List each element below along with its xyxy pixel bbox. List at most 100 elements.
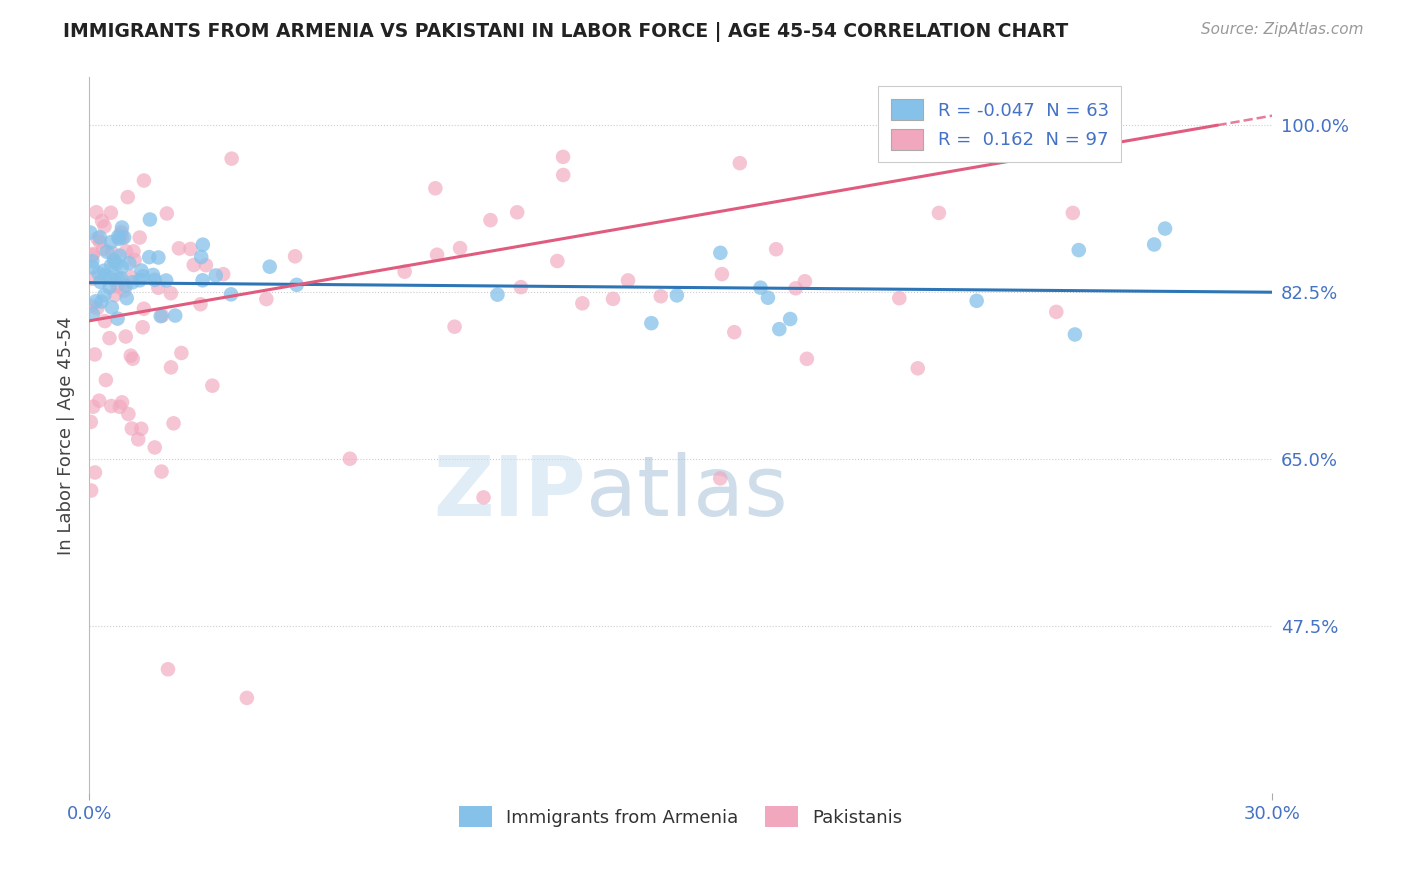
Point: [127, 433, 149, 447]
Point: [284, 249, 307, 263]
Point: [443, 319, 465, 334]
Point: [82, 260, 104, 275]
Point: [110, 225, 132, 239]
Point: [889, 291, 911, 305]
Point: [82, 307, 104, 321]
Text: Source: ZipAtlas.com: Source: ZipAtlas.com: [1201, 22, 1364, 37]
Point: [150, 309, 173, 323]
Point: [103, 254, 125, 268]
Point: [89, 230, 111, 244]
Point: [138, 250, 160, 264]
Point: [709, 245, 731, 260]
Point: [143, 273, 166, 287]
Point: [710, 267, 733, 281]
Point: [883, 138, 905, 153]
Point: [94, 314, 117, 328]
Point: [149, 309, 172, 323]
Point: [82, 247, 104, 261]
Point: [100, 235, 122, 249]
Point: [506, 205, 529, 219]
Point: [165, 309, 187, 323]
Point: [111, 231, 134, 245]
Point: [84, 466, 107, 480]
Point: [100, 301, 122, 315]
Point: [98, 331, 121, 345]
Point: [221, 152, 243, 166]
Point: [108, 249, 131, 263]
Point: [156, 662, 179, 676]
Point: [89, 275, 111, 289]
Text: IMMIGRANTS FROM ARMENIA VS PAKISTANI IN LABOR FORCE | AGE 45-54 CORRELATION CHAR: IMMIGRANTS FROM ARMENIA VS PAKISTANI IN …: [63, 22, 1069, 42]
Point: [117, 190, 139, 204]
Point: [749, 280, 772, 294]
Point: [156, 206, 179, 220]
Point: [756, 291, 779, 305]
Point: [121, 275, 143, 289]
Point: [1064, 327, 1087, 342]
Point: [86, 205, 108, 219]
Point: [118, 256, 141, 270]
Point: [93, 219, 115, 234]
Point: [183, 258, 205, 272]
Point: [204, 268, 226, 283]
Point: [160, 360, 183, 375]
Point: [124, 252, 146, 267]
Point: [765, 242, 787, 256]
Point: [728, 156, 751, 170]
Point: [139, 212, 162, 227]
Point: [86, 301, 108, 316]
Point: [82, 254, 104, 268]
Point: [150, 465, 173, 479]
Point: [96, 244, 118, 259]
Point: [148, 251, 170, 265]
Point: [84, 294, 107, 309]
Point: [79, 226, 101, 240]
Point: [132, 173, 155, 187]
Point: [162, 417, 184, 431]
Point: [94, 268, 117, 283]
Point: [100, 399, 122, 413]
Point: [90, 294, 112, 309]
Point: [104, 273, 127, 287]
Point: [120, 270, 142, 285]
Point: [148, 281, 170, 295]
Point: [236, 690, 259, 705]
Point: [80, 271, 103, 285]
Point: [100, 270, 122, 285]
Point: [907, 361, 929, 376]
Y-axis label: In Labor Force | Age 45-54: In Labor Force | Age 45-54: [58, 316, 75, 555]
Point: [117, 407, 139, 421]
Text: ZIP: ZIP: [433, 452, 586, 533]
Point: [191, 237, 214, 252]
Point: [1062, 206, 1084, 220]
Point: [640, 316, 662, 330]
Point: [98, 280, 121, 294]
Point: [128, 273, 150, 287]
Point: [112, 230, 135, 244]
Point: [100, 205, 122, 219]
Point: [768, 322, 790, 336]
Point: [155, 273, 177, 287]
Point: [107, 279, 129, 293]
Point: [779, 312, 801, 326]
Point: [191, 273, 214, 287]
Point: [107, 270, 129, 285]
Point: [1143, 237, 1166, 252]
Point: [110, 227, 132, 242]
Point: [93, 288, 115, 302]
Point: [571, 296, 593, 310]
Point: [553, 168, 575, 182]
Point: [103, 253, 125, 268]
Point: [966, 293, 988, 308]
Point: [180, 242, 202, 256]
Point: [170, 346, 193, 360]
Point: [219, 287, 242, 301]
Point: [1154, 221, 1177, 235]
Text: atlas: atlas: [586, 452, 787, 533]
Point: [108, 232, 131, 246]
Point: [650, 289, 672, 303]
Point: [112, 284, 135, 298]
Legend: Immigrants from Armenia, Pakistanis: Immigrants from Armenia, Pakistanis: [451, 799, 910, 834]
Point: [928, 206, 950, 220]
Point: [132, 269, 155, 284]
